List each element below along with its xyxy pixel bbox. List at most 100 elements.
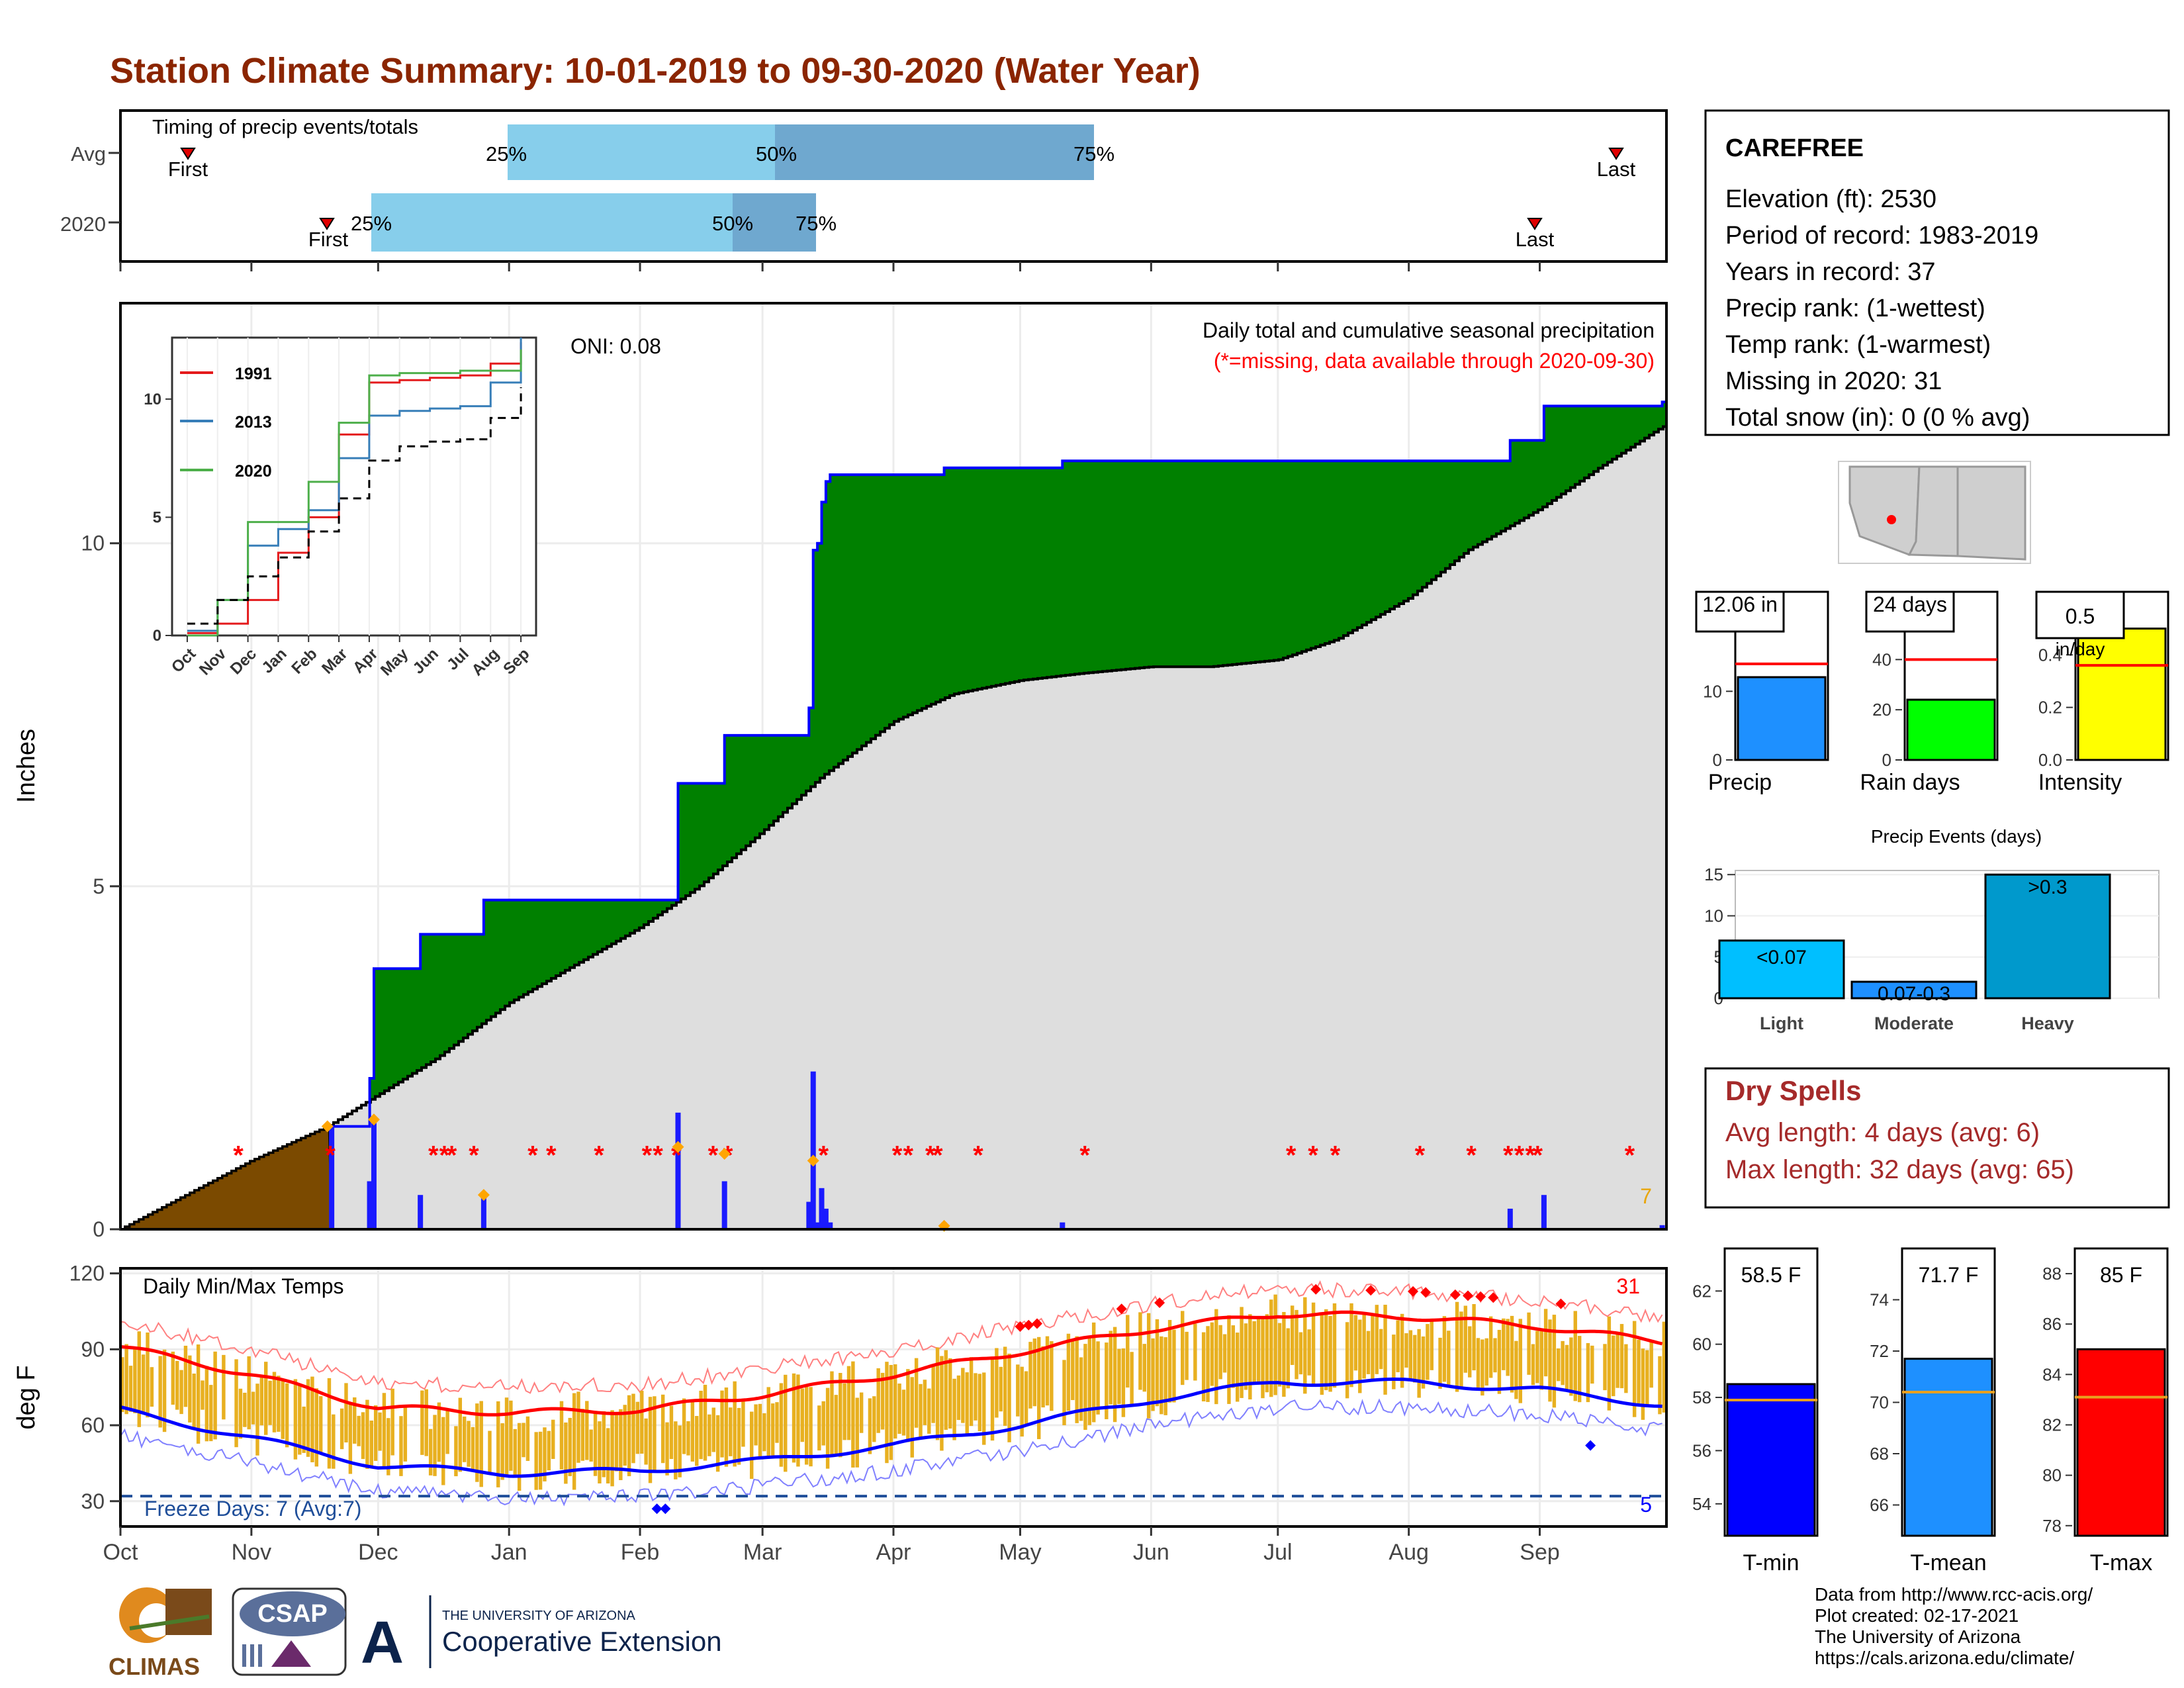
daily-temp-range-bars bbox=[120, 1294, 1666, 1491]
daily-temp-bar bbox=[1349, 1303, 1353, 1387]
timing-avg-50: 50% bbox=[756, 142, 797, 165]
footer-line-3: The University of Arizona bbox=[1815, 1626, 2021, 1647]
record-precip-diamond bbox=[718, 1148, 731, 1160]
daily-temp-bar bbox=[1181, 1311, 1185, 1385]
daily-temp-bar bbox=[1020, 1366, 1024, 1437]
daily-temp-bar bbox=[893, 1364, 897, 1439]
daily-temp-bar bbox=[205, 1366, 209, 1442]
temp-y-tick-label: 30 bbox=[81, 1489, 105, 1513]
daily-temp-bar bbox=[209, 1385, 213, 1442]
daily-temp-bar bbox=[821, 1401, 825, 1446]
daily-temp-bar bbox=[1307, 1329, 1311, 1376]
daily-temp-bar bbox=[1185, 1331, 1189, 1380]
missing-day-star: * bbox=[1330, 1141, 1341, 1170]
daily-temp-bar bbox=[378, 1412, 382, 1451]
temp-mini-bar bbox=[1903, 1358, 1993, 1537]
daily-temp-bar bbox=[1379, 1329, 1383, 1370]
daily-temp-bar bbox=[627, 1395, 631, 1477]
timing-avg-bar-q1 bbox=[508, 124, 775, 180]
daily-temp-bar bbox=[1328, 1316, 1332, 1392]
daily-temp-bar bbox=[1066, 1333, 1071, 1411]
mini-tick-label: 0.4 bbox=[2038, 645, 2062, 665]
daily-temp-bar bbox=[1045, 1336, 1050, 1406]
month-tick-label: Oct bbox=[103, 1540, 138, 1565]
daily-temp-bar bbox=[830, 1371, 834, 1458]
daily-temp-bar bbox=[1658, 1356, 1662, 1415]
daily-temp-bar bbox=[1142, 1344, 1146, 1392]
daily-temp-bar bbox=[1612, 1335, 1615, 1397]
daily-temp-bar bbox=[314, 1388, 319, 1467]
daily-temp-bar bbox=[1007, 1353, 1011, 1442]
record-high-marker bbox=[1555, 1298, 1567, 1309]
events-cat-heavy: Heavy bbox=[2021, 1013, 2074, 1033]
daily-temp-bar bbox=[846, 1366, 851, 1440]
daily-temp-bar bbox=[302, 1406, 306, 1453]
events-bar-heavy bbox=[1984, 873, 2111, 1000]
missing-day-star: * bbox=[1466, 1141, 1477, 1170]
daily-temp-bar bbox=[733, 1381, 737, 1467]
daily-temp-bar bbox=[948, 1358, 952, 1429]
daily-temp-bar bbox=[1514, 1340, 1518, 1399]
month-tick-label: Apr bbox=[876, 1540, 911, 1565]
daily-temp-bar bbox=[517, 1423, 522, 1491]
daily-temp-bar bbox=[1510, 1315, 1514, 1393]
mini-tick-label: 20 bbox=[1872, 700, 1891, 720]
timing-avg-last-label: Last bbox=[1597, 158, 1636, 181]
daily-temp-bar bbox=[298, 1385, 302, 1455]
daily-temp-bar bbox=[277, 1376, 281, 1432]
daily-temp-bar bbox=[137, 1331, 141, 1427]
timing-2020-50: 50% bbox=[712, 212, 753, 235]
daily-temp-bar bbox=[340, 1408, 344, 1450]
daily-temp-bar bbox=[158, 1356, 162, 1428]
daily-temp-bar bbox=[1413, 1335, 1417, 1383]
missing-day-star: * bbox=[1625, 1141, 1635, 1170]
daily-temp-bar bbox=[1447, 1331, 1451, 1388]
events-cat-moderate: Moderate bbox=[1874, 1013, 1954, 1033]
daily-temp-bar bbox=[441, 1417, 445, 1485]
ua-letter-icon: A bbox=[361, 1610, 404, 1676]
precip-deficit-area bbox=[120, 1125, 333, 1231]
daily-temp-bar bbox=[711, 1407, 715, 1452]
missing-day-star: * bbox=[973, 1141, 983, 1170]
daily-temp-bar bbox=[1662, 1321, 1666, 1413]
daily-temp-bar bbox=[1552, 1315, 1557, 1408]
daily-temp-bar bbox=[1408, 1330, 1413, 1379]
daily-temp-bar bbox=[196, 1344, 201, 1444]
daily-temp-bar bbox=[496, 1401, 500, 1487]
timing-2020-first-label: First bbox=[308, 228, 349, 251]
record-precip-diamond bbox=[672, 1141, 684, 1153]
daily-temp-bar bbox=[1079, 1357, 1083, 1421]
missing-day-star: * bbox=[1415, 1141, 1426, 1170]
timing-2020-last-label: Last bbox=[1516, 228, 1555, 251]
daily-temp-bar bbox=[1586, 1342, 1590, 1403]
daily-temp-bar bbox=[353, 1397, 357, 1444]
daily-temp-bar bbox=[1539, 1329, 1543, 1390]
daily-temp-bar bbox=[1146, 1313, 1151, 1419]
missing-day-markers: ******************************* bbox=[233, 1141, 1635, 1170]
daily-temp-bar bbox=[462, 1416, 467, 1462]
daily-temp-bar bbox=[1375, 1305, 1379, 1374]
daily-temp-bar bbox=[243, 1392, 247, 1427]
daily-precip-bar bbox=[367, 1181, 373, 1229]
daily-temp-bar bbox=[969, 1357, 974, 1427]
daily-temp-bar bbox=[749, 1411, 754, 1479]
timing-row-2020: 2020 bbox=[60, 212, 106, 236]
daily-temp-bar bbox=[1096, 1341, 1100, 1415]
daily-temp-bar bbox=[619, 1409, 623, 1480]
csap-logo-text: CSAP bbox=[257, 1600, 328, 1628]
daily-temp-bar bbox=[1235, 1333, 1240, 1402]
daily-temp-bar bbox=[1227, 1315, 1231, 1404]
daily-temp-bar bbox=[543, 1427, 547, 1481]
daily-temp-bar bbox=[1201, 1332, 1206, 1402]
daily-temp-bar bbox=[1028, 1342, 1032, 1409]
daily-temp-bar bbox=[1126, 1315, 1130, 1388]
missing-day-star: * bbox=[933, 1141, 943, 1170]
daily-temp-bar bbox=[889, 1365, 893, 1460]
daily-temp-bar bbox=[825, 1387, 830, 1469]
daily-temp-bar bbox=[1320, 1313, 1324, 1395]
daily-temp-bar bbox=[1371, 1315, 1375, 1382]
temp-mini-tick-label: 66 bbox=[1870, 1495, 1889, 1515]
footer-line-4: https://cals.arizona.edu/climate/ bbox=[1815, 1648, 2074, 1668]
daily-precip-bar bbox=[823, 1208, 829, 1229]
